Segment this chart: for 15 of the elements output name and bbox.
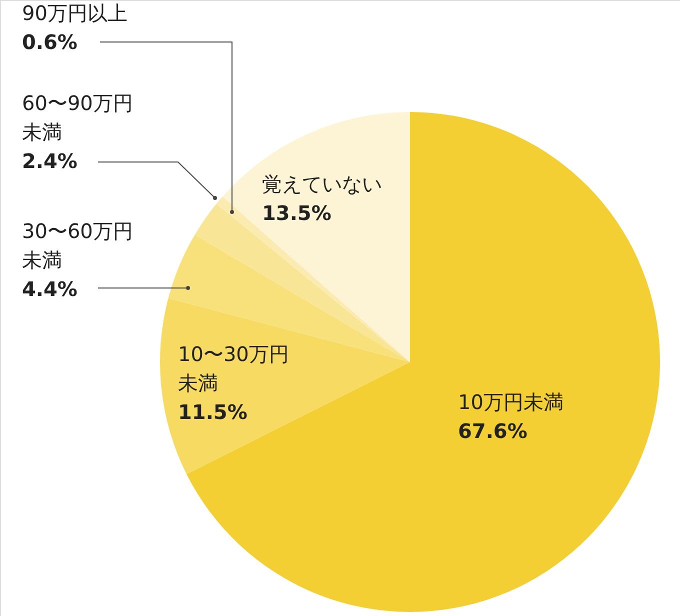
- data-label: 13.5%: [262, 201, 332, 225]
- data-label: 67.6%: [458, 419, 528, 443]
- pie-slice: [160, 298, 410, 474]
- pie-slice: [168, 234, 410, 362]
- slice-label: 60〜90万円未満: [22, 91, 133, 144]
- data-label: 4.4%: [22, 277, 78, 301]
- data-label: 11.5%: [178, 400, 248, 424]
- slice-label: 10〜30万円未満: [178, 342, 289, 395]
- data-label: 0.6%: [22, 30, 78, 54]
- data-label: 2.4%: [22, 149, 78, 173]
- slice-label: 10万円未満: [458, 390, 564, 414]
- pie-slice: [222, 112, 410, 362]
- slice-label: 90万円以上: [22, 1, 128, 25]
- slice-label: 覚えていない: [262, 172, 382, 196]
- slice-label: 30〜60万円未満: [22, 219, 133, 272]
